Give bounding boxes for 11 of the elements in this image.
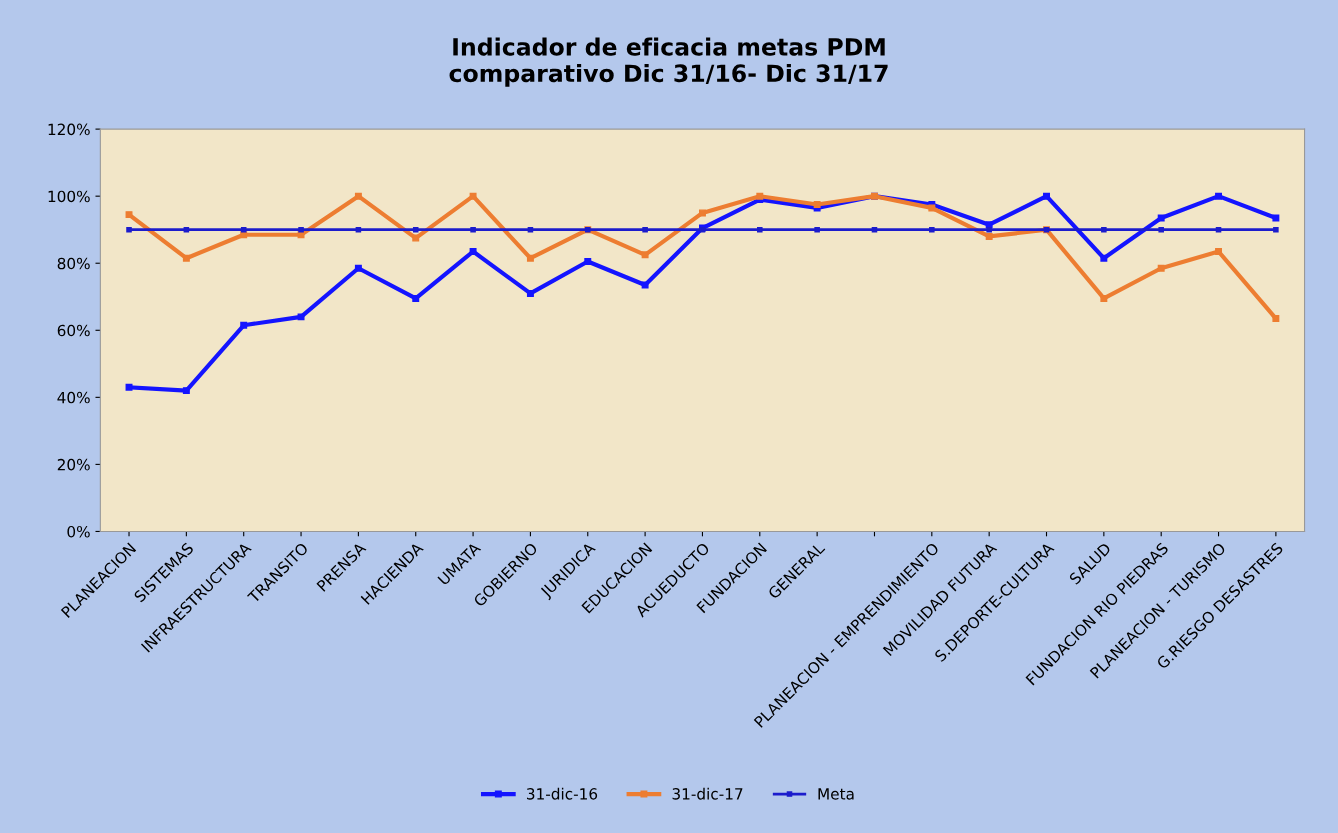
y-tick-label: 20% bbox=[57, 458, 90, 471]
y-tick-label: 80% bbox=[57, 257, 90, 270]
y-tick-label: 0% bbox=[67, 525, 90, 538]
legend-label: 31-dic-17 bbox=[672, 787, 743, 800]
y-tick-label: 120% bbox=[48, 123, 90, 136]
chart-title: Indicador de eficacia metas PDM comparativo Dic 31/16- Dic 31/17 bbox=[449, 37, 888, 87]
y-tick-label: 60% bbox=[57, 324, 90, 337]
y-tick-label: 100% bbox=[48, 190, 90, 203]
legend-label: Meta bbox=[818, 788, 854, 800]
y-tick-label: 40% bbox=[57, 391, 90, 404]
legend-label: 31-dic-16 bbox=[527, 787, 598, 800]
